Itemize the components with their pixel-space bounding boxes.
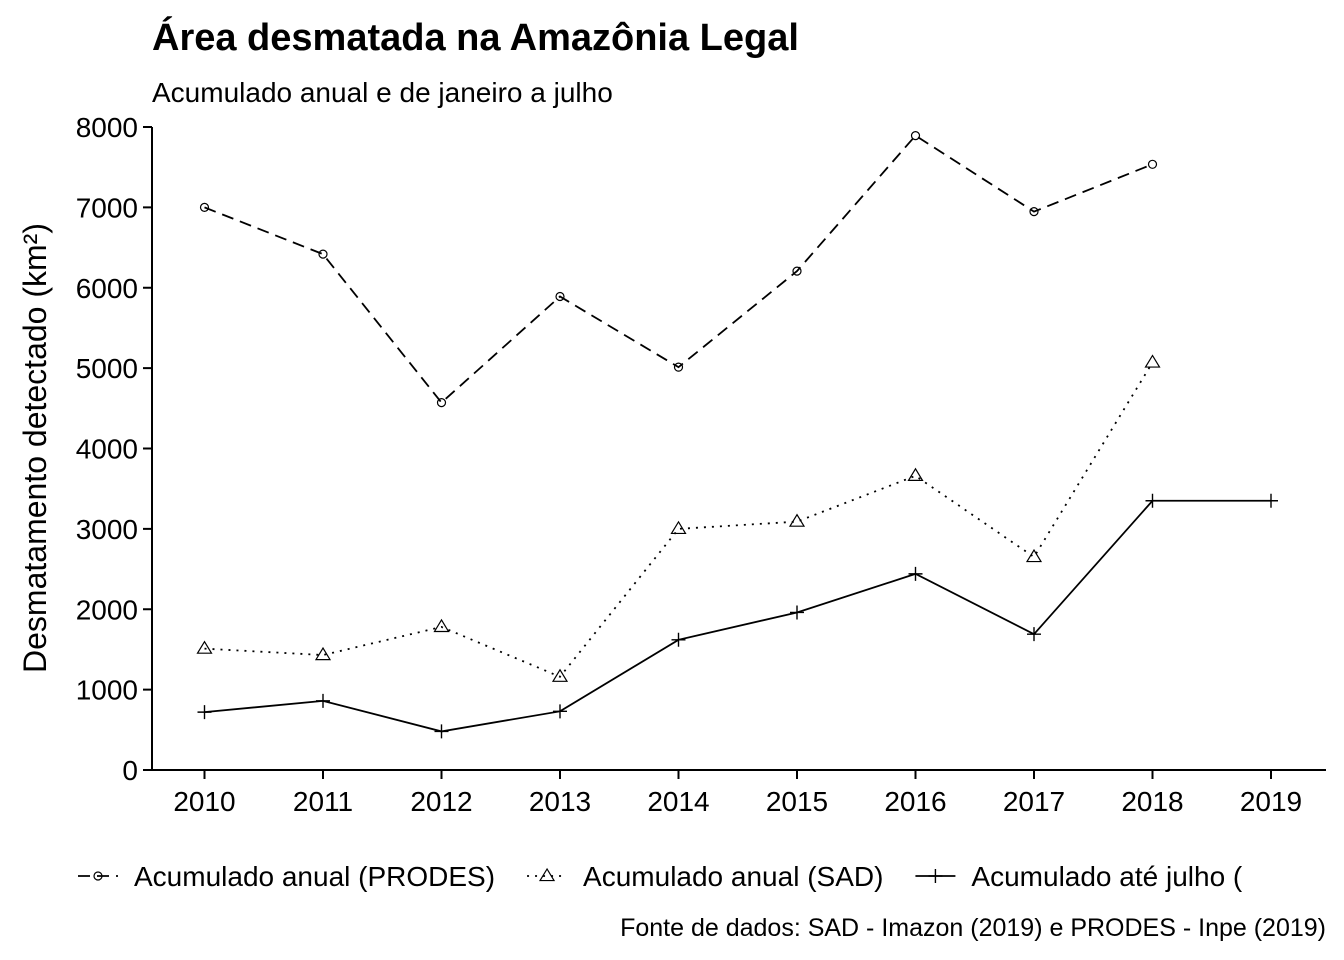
legend-item: Acumulado até julho ( [915, 861, 1243, 892]
y-tick-label: 8000 [76, 112, 138, 143]
y-tick-label: 5000 [76, 353, 138, 384]
data-point [318, 249, 328, 259]
chart-subtitle: Acumulado anual e de janeiro a julho [152, 77, 613, 108]
legend-item: Acumulado anual (PRODES) [78, 861, 495, 892]
data-point [1264, 493, 1278, 508]
x-axis: 2010 2011 2012 2013 2014 2015 2016 2017 2018 2019 [152, 769, 1326, 817]
data-point [1147, 159, 1158, 169]
data-point [553, 704, 567, 719]
series-line [204, 362, 1154, 678]
legend-label: Acumulado anual (SAD) [583, 861, 883, 892]
y-axis: 0 1000 2000 3000 4000 5000 6000 7000 8000 [76, 112, 153, 786]
data-point [670, 520, 687, 535]
data-point [436, 398, 447, 408]
data-point [434, 724, 449, 739]
series-1 [199, 131, 1158, 408]
data-point [1029, 207, 1039, 217]
x-tick-label: 2015 [766, 786, 828, 817]
legend-marker [928, 869, 943, 883]
chart-title: Área desmatada na Amazônia Legal [152, 15, 799, 59]
data-point [433, 618, 450, 633]
legend: Acumulado anual (PRODES) Acumulado anual … [78, 861, 1243, 892]
x-tick-label: 2018 [1121, 786, 1183, 817]
x-tick-label: 2017 [1003, 786, 1065, 817]
x-tick-label: 2016 [884, 786, 946, 817]
x-tick-label: 2013 [529, 786, 591, 817]
data-point [1145, 493, 1160, 508]
y-tick-label: 6000 [76, 273, 138, 304]
legend-marker [538, 867, 556, 882]
series-line [204, 134, 1153, 404]
data-point [555, 291, 565, 302]
data-point [1144, 354, 1161, 368]
data-point [790, 605, 804, 620]
data-point [788, 513, 806, 527]
data-point [197, 705, 212, 720]
y-tick-label: 1000 [76, 675, 138, 706]
x-tick-label: 2011 [293, 786, 353, 817]
data-point [196, 640, 213, 654]
series-line [204, 499, 1271, 733]
series-2 [196, 354, 1161, 682]
data-point [671, 632, 686, 647]
data-point [907, 467, 924, 481]
data-point [673, 362, 684, 372]
legend-marker [93, 871, 103, 881]
y-tick-label: 7000 [76, 192, 138, 223]
data-point [314, 646, 332, 661]
data-point [1025, 548, 1043, 563]
y-axis-label: Desmatamento detectado (km²) [17, 223, 53, 673]
data-point [908, 566, 923, 581]
y-tick-label: 0 [122, 755, 138, 786]
series-3 [197, 493, 1278, 739]
plot-area [196, 131, 1278, 739]
legend-label: Acumulado anual (PRODES) [134, 861, 495, 892]
data-point [792, 266, 802, 276]
y-tick-label: 2000 [76, 594, 138, 625]
data-point [1027, 627, 1041, 642]
x-tick-label: 2010 [173, 786, 235, 817]
data-point [199, 202, 210, 212]
data-point [551, 668, 569, 682]
y-tick-label: 3000 [76, 514, 138, 545]
data-point [910, 131, 921, 141]
data-point [316, 693, 330, 708]
y-tick-label: 4000 [76, 434, 138, 465]
legend-item: Acumulado anual (SAD) [527, 861, 883, 892]
x-tick-label: 2019 [1240, 786, 1302, 817]
x-tick-label: 2014 [647, 786, 709, 817]
x-tick-label: 2012 [410, 786, 472, 817]
legend-label: Acumulado até julho ( [971, 861, 1243, 892]
data-source-caption: Fonte de dados: SAD - Imazon (2019) e PR… [620, 914, 1326, 942]
